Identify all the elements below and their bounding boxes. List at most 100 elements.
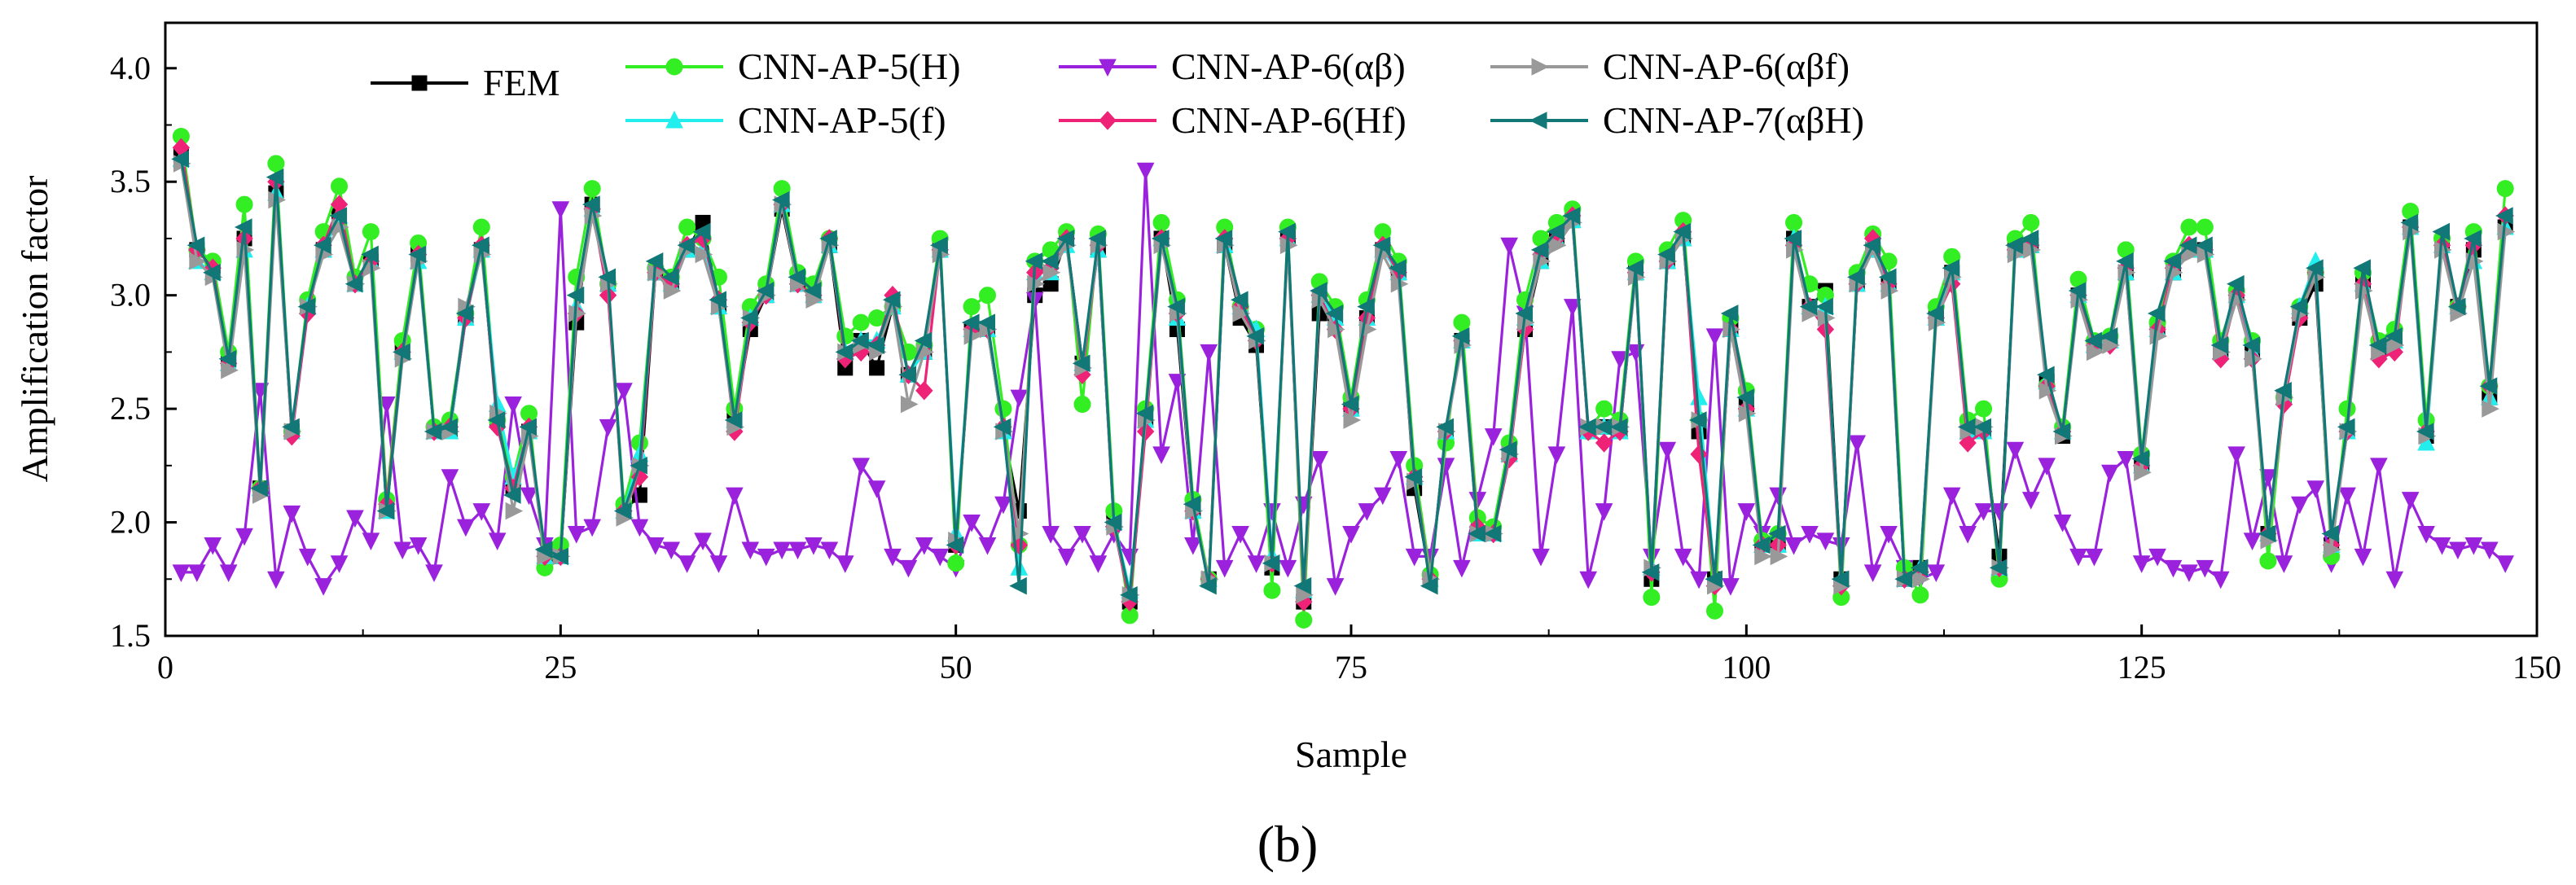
data-point [1595,400,1613,418]
data-point [709,291,726,309]
data-point [662,541,681,560]
data-point [2084,331,2102,350]
data-point [1847,268,1865,287]
data-point [994,496,1012,515]
data-point [1657,245,1675,264]
data-point [898,366,916,384]
data-point [1532,548,1550,567]
data-point [694,532,712,550]
data-point [171,150,189,169]
data-point [1816,532,1835,550]
data-point [1279,559,1297,578]
data-point [1184,537,1202,555]
data-point [740,309,758,327]
data-point [361,245,379,264]
data-point [472,218,490,236]
data-point [613,502,632,520]
data-point [2117,450,2135,469]
data-point [1088,230,1106,248]
data-point [1325,304,1344,322]
data-point [520,487,538,506]
data-point [2180,218,2198,236]
data-point [2210,336,2229,354]
data-point [1974,503,1993,521]
data-point [172,564,191,583]
data-point [1736,388,1754,406]
data-point [773,541,791,560]
data-point [2227,446,2245,465]
data-point [502,486,521,504]
data-point [1341,395,1359,414]
data-point [884,548,902,567]
data-point [1611,351,1629,369]
data-point [2005,236,2023,255]
data-point [2353,259,2371,278]
data-point [835,343,854,361]
data-point [788,268,806,287]
data-point [2180,564,2198,583]
data-point [2258,524,2276,543]
data-point [2100,327,2118,345]
data-point [188,564,206,583]
data-point [661,268,679,287]
data-point [946,536,964,554]
data-point [583,180,601,198]
data-point [1720,304,1739,322]
legend-label: CNN-AP-5(f) [738,99,946,141]
data-point [677,236,696,255]
data-point [819,230,837,248]
data-point [724,411,743,429]
x-tick-label: 75 [1335,649,1367,686]
data-point [1911,586,1929,604]
data-point [598,268,617,287]
data-point [1500,237,1518,256]
data-point [283,505,301,524]
data-point [1247,555,1266,573]
data-point [2496,555,2514,573]
data-point [344,274,363,293]
data-point [298,548,317,567]
data-point [836,327,854,345]
data-point [488,532,507,550]
data-point [2482,400,2499,418]
axes-layer: 0 25 50 75 100 125 150 1.5 2.0 2.5 3.0 3.5 4.0 [110,50,2561,686]
data-point [2131,449,2150,468]
data-point [472,503,491,521]
data-point [2434,241,2452,259]
data-point [2053,515,2072,532]
data-point [867,480,886,498]
data-point [1579,571,1598,589]
data-point [583,519,601,537]
data-point [2195,236,2213,255]
data-point [2464,537,2483,555]
data-point [1515,304,1534,322]
data-point [2495,207,2513,225]
data-point [2196,218,2214,236]
data-point [2101,464,2119,483]
legend-swatch-marker [411,75,428,91]
legend-entry: CNN-AP-5(H) [625,46,960,87]
data-point [1215,559,1234,578]
legend-entry: CNN-AP-6(αβf) [1490,46,1850,87]
data-point [1246,327,1265,345]
data-point [1499,440,1517,459]
data-point [2134,463,2152,482]
data-point [1278,222,1296,241]
data-point [899,559,918,578]
data-point [440,418,458,436]
data-point [1737,503,1756,521]
data-point [1942,487,1961,506]
data-point [282,418,300,436]
data-point [2148,548,2166,567]
data-point [267,571,285,589]
data-point [1262,554,1280,572]
data-point [630,457,647,475]
data-point [1405,548,1424,567]
legend-entry: FEM [371,62,560,103]
data-point [2275,555,2293,573]
series-layer [171,127,2516,629]
data-point [805,537,823,555]
y-axis-title: Amplification factor [14,176,55,483]
data-point [2021,230,2039,248]
data-point [1927,564,1946,583]
